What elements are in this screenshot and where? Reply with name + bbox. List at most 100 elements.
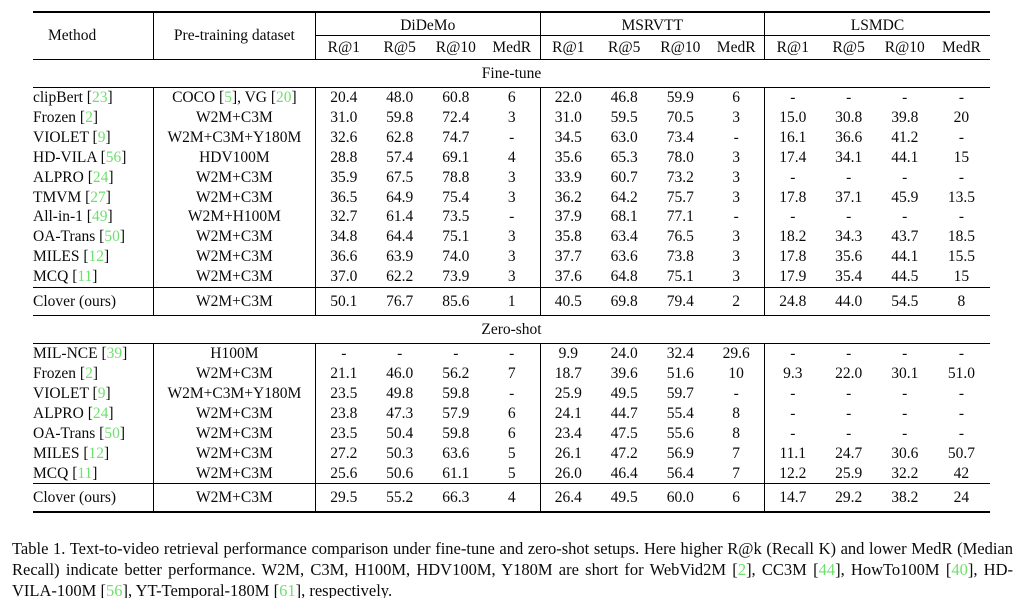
value-cell: - <box>763 423 821 444</box>
method-result-row: Frozen [2] W2M+C3M 21.1 46.0 56.2 7 18.7 39.6 51… <box>33 363 990 384</box>
value-cell: 59.5 <box>610 108 638 126</box>
value-cell: 32.6 <box>315 127 372 148</box>
value-cell: 25.6 <box>315 463 372 484</box>
value-cell: - <box>902 424 908 442</box>
value-cell: 49.5 <box>610 488 638 506</box>
value-cell: 25.9 <box>835 464 863 482</box>
method-result-row: HD-VILA [56] HDV100M 28.8 57.4 69.1 4 35.6 65.3… <box>33 147 990 168</box>
value-cell: - <box>763 207 821 228</box>
value-cell: 61.4 <box>386 208 414 226</box>
value-cell: 36.5 <box>315 187 372 208</box>
value-cell: 73.5 <box>442 208 470 226</box>
value-cell: - <box>902 345 908 363</box>
value-cell: 68.1 <box>610 208 638 226</box>
value-cell: 35.9 <box>315 167 372 188</box>
value-cell: 74.7 <box>442 128 470 146</box>
value-cell: 76.5 <box>666 228 694 246</box>
value-cell: - <box>958 424 964 442</box>
value-cell: 75.1 <box>442 228 470 246</box>
section-label: Zero-shot <box>481 320 542 338</box>
citation-number: 49 <box>91 208 108 226</box>
citation-number: 12 <box>88 444 105 462</box>
value-cell: 44.7 <box>610 404 638 422</box>
value-cell: 26.4 <box>539 483 597 513</box>
value-cell: 13.5 <box>947 188 975 206</box>
method-cell: MCQ [11] <box>33 268 98 286</box>
dataset-cell: W2M+C3M <box>152 443 316 464</box>
value-cell: 44.5 <box>891 268 919 286</box>
value-cell: 18.5 <box>947 228 975 246</box>
metric-header-r5: R@5 <box>608 38 641 56</box>
value-cell: 47.2 <box>610 444 638 462</box>
value-cell: 65.3 <box>610 148 638 166</box>
value-cell: 44.0 <box>835 292 863 310</box>
value-cell: 7 <box>732 444 741 462</box>
value-cell: - <box>763 167 821 188</box>
method-cell: VIOLET [9] <box>33 384 111 402</box>
value-cell: 3 <box>732 168 741 186</box>
method-cell: Frozen [2] <box>33 108 98 126</box>
citation-number: 44 <box>818 560 836 580</box>
citation-number: 9 <box>97 384 106 402</box>
value-cell: 30.8 <box>835 108 863 126</box>
value-cell: 54.5 <box>891 292 919 310</box>
value-cell: 30.6 <box>891 444 919 462</box>
value-cell: 8 <box>732 404 741 422</box>
dataset-cell: W2M+C3M <box>152 267 316 288</box>
value-cell: - <box>763 403 821 424</box>
value-cell: 15.0 <box>763 107 821 128</box>
value-cell: 4 <box>507 148 516 166</box>
value-cell: 69.1 <box>442 148 470 166</box>
value-cell: - <box>846 168 852 186</box>
metric-header-r1: R@1 <box>315 35 372 60</box>
value-cell: 45.9 <box>891 188 919 206</box>
value-cell: 55.6 <box>666 424 694 442</box>
value-cell: 55.2 <box>386 488 414 506</box>
value-cell: 37.0 <box>315 267 372 288</box>
value-cell: 63.6 <box>610 248 638 266</box>
section-label: Fine-tune <box>481 64 542 82</box>
metric-header-medr: MedR <box>492 38 532 56</box>
value-cell: - <box>958 168 964 186</box>
value-cell: 73.2 <box>666 168 694 186</box>
citation-number: 9 <box>97 128 106 146</box>
value-cell: 35.8 <box>539 227 597 248</box>
value-cell: 38.2 <box>891 488 919 506</box>
value-cell: - <box>958 89 964 106</box>
value-cell: - <box>902 384 908 402</box>
value-cell: 34.1 <box>835 148 863 166</box>
value-cell: - <box>846 89 852 106</box>
value-cell: 40.5 <box>539 287 597 316</box>
value-cell: 56.2 <box>442 364 470 382</box>
citation-number: 39 <box>106 345 123 363</box>
method-result-row: TMVM [27] W2M+C3M 36.5 64.9 75.4 3 36.2 64.2 75.… <box>33 187 990 208</box>
value-cell: 39.8 <box>891 108 919 126</box>
value-cell: 21.1 <box>315 363 372 384</box>
value-cell: 46.8 <box>610 89 638 106</box>
dataset-cell: H100M <box>152 343 316 364</box>
value-cell: 3 <box>732 248 741 266</box>
value-cell: - <box>846 424 852 442</box>
value-cell: 59.8 <box>386 108 414 126</box>
value-cell: 26.1 <box>539 443 597 464</box>
value-cell: 24.1 <box>539 403 597 424</box>
value-cell: 20.4 <box>315 87 372 108</box>
value-cell: 43.7 <box>891 228 919 246</box>
value-cell: 14.7 <box>763 483 821 513</box>
citation-number: 24 <box>92 404 109 422</box>
value-cell: 39.6 <box>610 364 638 382</box>
value-cell: 44.1 <box>891 148 919 166</box>
metric-header-medr: MedR <box>942 38 981 56</box>
value-cell: 63.9 <box>386 248 414 266</box>
value-cell: 35.6 <box>835 248 863 266</box>
value-cell: - <box>733 208 739 226</box>
value-cell: 72.4 <box>442 108 470 126</box>
method-cell: TMVM [27] <box>33 188 111 206</box>
value-cell: 17.8 <box>763 187 821 208</box>
metric-header-r10: R@10 <box>884 38 925 56</box>
value-cell: 55.4 <box>666 404 694 422</box>
value-cell: 46.4 <box>610 464 638 482</box>
results-table: Method Pre-training dataset DiDeMo MSRVT… <box>33 11 990 514</box>
value-cell: 50.7 <box>947 444 975 462</box>
citation-number: 56 <box>105 148 122 166</box>
